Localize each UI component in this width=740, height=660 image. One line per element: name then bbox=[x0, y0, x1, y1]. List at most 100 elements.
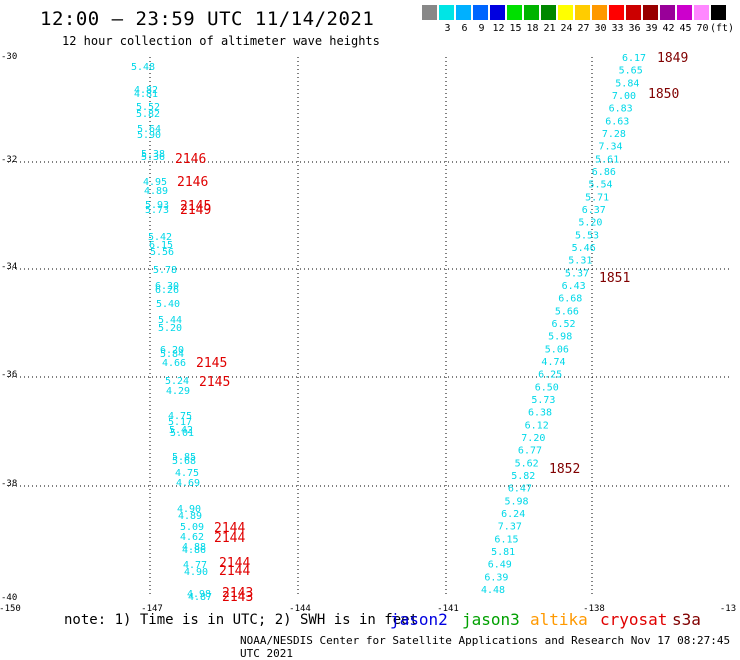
pass-time-label: 2146 bbox=[177, 175, 208, 190]
wave-height-value: 4.90 bbox=[177, 504, 201, 515]
scale-label: 9 bbox=[478, 23, 485, 34]
y-tick-label: -30 bbox=[1, 52, 17, 62]
pass-time-label: 2144 bbox=[214, 531, 245, 546]
scale-swatch bbox=[677, 5, 692, 20]
wave-height-value: 5.06 bbox=[545, 344, 569, 355]
wave-height-value: 4.98 bbox=[187, 589, 211, 600]
y-tick-label: -40 bbox=[1, 593, 17, 603]
wave-height-value: 6.15 bbox=[494, 534, 518, 545]
wave-height-value: 6.17 bbox=[622, 53, 646, 64]
wave-height-value: 5.61 bbox=[595, 154, 619, 165]
scale-label: 21 bbox=[543, 23, 556, 34]
wave-height-value: 6.39 bbox=[484, 572, 508, 583]
wave-height-value: 7.28 bbox=[602, 129, 626, 140]
scale-label: 39 bbox=[645, 23, 658, 34]
wave-height-value: 5.42 bbox=[169, 425, 193, 436]
scale-swatch bbox=[541, 5, 556, 20]
wave-height-value: 6.25 bbox=[538, 370, 562, 381]
legend-cryosat: cryosat bbox=[600, 610, 668, 629]
wave-height-value: 6.24 bbox=[501, 509, 525, 520]
wave-height-value: 4.29 bbox=[166, 386, 190, 397]
wave-height-value: 5.20 bbox=[578, 218, 602, 229]
map-subtitle: 12 hour collection of altimeter wave hei… bbox=[62, 34, 380, 48]
pass-time-label: 2144 bbox=[214, 521, 245, 536]
y-tick-label: -36 bbox=[1, 370, 17, 380]
wave-height-value: 5.82 bbox=[136, 109, 160, 120]
wave-height-value: 6.20 bbox=[160, 345, 184, 356]
wave-height-value: 5.01 bbox=[170, 428, 194, 439]
wave-height-value: 4.75 bbox=[168, 411, 192, 422]
wave-height-value: 5.53 bbox=[575, 230, 599, 241]
x-tick-label: -150 bbox=[0, 604, 21, 614]
wave-height-value: 7.34 bbox=[599, 142, 623, 153]
wave-height-value: 6.63 bbox=[605, 116, 629, 127]
wave-height-value: 4.75 bbox=[175, 468, 199, 479]
wave-height-value: 5.52 bbox=[136, 102, 160, 113]
wave-height-value: 4.88 bbox=[182, 542, 206, 553]
y-tick-label: -32 bbox=[1, 155, 17, 165]
legend-s3a: s3a bbox=[672, 610, 701, 629]
wave-height-value: 5.68 bbox=[172, 456, 196, 467]
note-text: note: 1) Time is in UTC; 2) SWH is in fe… bbox=[64, 612, 419, 628]
scale-unit: (ft) bbox=[709, 23, 735, 34]
wave-height-value: 4.81 bbox=[134, 89, 158, 100]
scale-label: 30 bbox=[594, 23, 607, 34]
wave-height-value: 5.40 bbox=[156, 299, 180, 310]
wave-height-value: 5.54 bbox=[588, 180, 612, 191]
wave-height-value: 5.48 bbox=[131, 62, 155, 73]
x-tick-label: -138 bbox=[583, 604, 605, 614]
scale-label: 36 bbox=[628, 23, 641, 34]
wave-height-value: 5.66 bbox=[555, 306, 579, 317]
scale-swatch bbox=[422, 5, 437, 20]
y-tick-label: -34 bbox=[1, 262, 17, 272]
wave-height-value: 6.77 bbox=[518, 446, 542, 457]
scale-swatch bbox=[524, 5, 539, 20]
scale-label: 3 bbox=[444, 23, 451, 34]
wave-height-value: 6.38 bbox=[528, 408, 552, 419]
wave-height-value: 5.93 bbox=[145, 200, 169, 211]
scale-swatch bbox=[490, 5, 505, 20]
legend-altika: altika bbox=[530, 610, 588, 629]
pass-time-label: 2143 bbox=[222, 586, 253, 601]
wave-height-value: 5.84 bbox=[615, 78, 639, 89]
scale-swatch bbox=[626, 5, 641, 20]
pass-time-label: 1849 bbox=[657, 51, 688, 66]
wave-height-value: 5.90 bbox=[137, 130, 161, 141]
wave-height-value: 5.42 bbox=[148, 232, 172, 243]
wave-height-value: 4.69 bbox=[176, 478, 200, 489]
pass-time-label: 1851 bbox=[599, 271, 630, 286]
wave-height-value: 5.82 bbox=[511, 471, 535, 482]
scale-swatch bbox=[575, 5, 590, 20]
wave-height-value: 6.26 bbox=[155, 285, 179, 296]
wave-height-value: 5.81 bbox=[491, 547, 515, 558]
scale-label: 42 bbox=[662, 23, 675, 34]
x-tick-label: -144 bbox=[289, 604, 311, 614]
scale-swatch bbox=[592, 5, 607, 20]
scale-swatch bbox=[660, 5, 675, 20]
wave-height-value: 5.84 bbox=[160, 349, 184, 360]
wave-height-value: 6.47 bbox=[508, 484, 532, 495]
wave-height-value: 5.62 bbox=[515, 458, 539, 469]
scale-label: 18 bbox=[526, 23, 539, 34]
scale-swatch bbox=[439, 5, 454, 20]
wave-height-value: 4.86 bbox=[182, 545, 206, 556]
pass-time-label: 2145 bbox=[199, 375, 230, 390]
wave-height-value: 6.52 bbox=[552, 319, 576, 330]
wave-height-value: 6.43 bbox=[562, 281, 586, 292]
wave-height-value: 6.49 bbox=[488, 560, 512, 571]
scale-swatch bbox=[643, 5, 658, 20]
wave-height-value: 7.20 bbox=[521, 433, 545, 444]
scale-label: 6 bbox=[461, 23, 468, 34]
x-tick-label: -13 bbox=[720, 604, 736, 614]
pass-time-label: 1852 bbox=[549, 462, 580, 477]
pass-time-label: 1850 bbox=[648, 87, 679, 102]
wave-height-value: 5.71 bbox=[585, 192, 609, 203]
scale-swatch bbox=[558, 5, 573, 20]
pass-time-label: 2144 bbox=[219, 556, 250, 571]
x-tick-label: -147 bbox=[141, 604, 163, 614]
scale-swatch bbox=[473, 5, 488, 20]
wave-height-value: 5.24 bbox=[165, 376, 189, 387]
scale-label: 70 bbox=[696, 23, 709, 34]
wave-height-value: 5.73 bbox=[531, 395, 555, 406]
